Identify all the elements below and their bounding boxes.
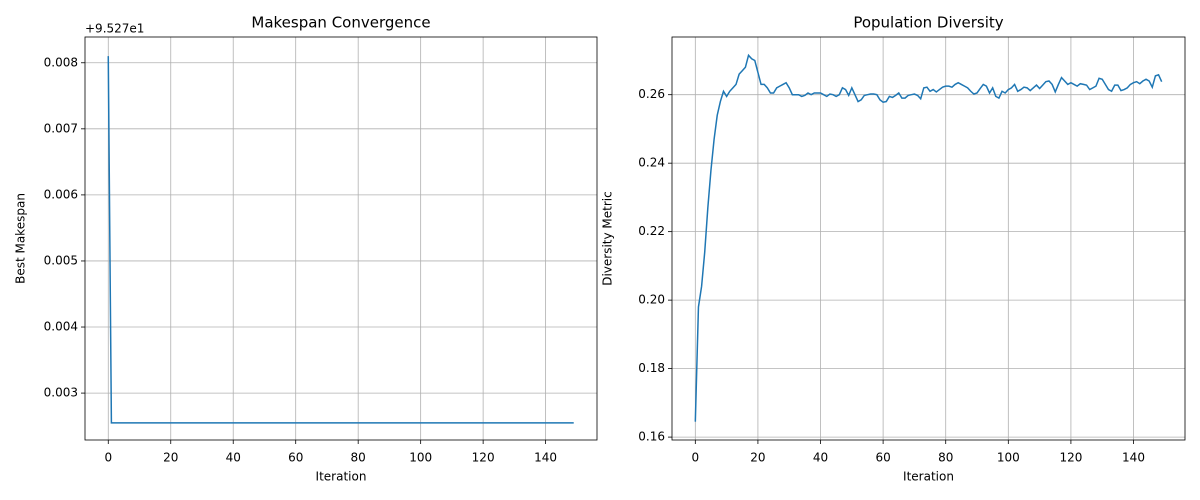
y-axis-label: Diversity Metric: [601, 191, 615, 286]
y-tick-label: 0.007: [44, 121, 78, 135]
x-tick-label: 140: [1122, 451, 1145, 465]
y-tick-label: 0.16: [638, 430, 665, 444]
x-tick-label: 40: [813, 451, 828, 465]
x-tick-label: 60: [875, 451, 890, 465]
x-tick-label: 20: [750, 451, 765, 465]
x-tick-label: 40: [226, 451, 241, 465]
x-tick-label: 80: [938, 451, 953, 465]
x-tick-label: 0: [691, 451, 699, 465]
y-tick-label: 0.005: [44, 253, 78, 267]
y-tick-label: 0.24: [638, 156, 665, 170]
x-tick-label: 80: [351, 451, 366, 465]
y-tick-label: 0.003: [44, 386, 78, 400]
x-tick-label: 20: [163, 451, 178, 465]
plot-frame: [671, 36, 1186, 441]
x-tick-label: 120: [1059, 451, 1082, 465]
x-tick-label: 100: [409, 451, 432, 465]
y-axis-label: Best Makespan: [14, 193, 28, 284]
x-tick-label: 100: [997, 451, 1020, 465]
chart-title: Makespan Convergence: [251, 14, 430, 32]
data-line: [694, 53, 1163, 422]
chart-title: Population Diversity: [853, 14, 1003, 32]
x-axis-label: Iteration: [903, 470, 954, 484]
y-tick-label: 0.26: [638, 87, 665, 101]
y-tick-label: 0.22: [638, 224, 665, 238]
y-tick-label: 0.004: [44, 320, 78, 334]
x-tick-label: 60: [288, 451, 303, 465]
chart-panel: 0 20 40 60 80 100 120 140 0.003 0.004 0.005 0.006 0.…: [14, 14, 598, 484]
axis-offset-label: +9.527e1: [85, 22, 144, 36]
y-tick-label: 0.006: [44, 187, 78, 201]
y-tick-label: 0.20: [638, 293, 665, 307]
data-line: [107, 56, 574, 424]
x-tick-label: 140: [534, 451, 557, 465]
plot-frame: [84, 36, 598, 441]
y-tick-label: 0.18: [638, 361, 665, 375]
y-tick-label: 0.008: [44, 55, 78, 69]
x-axis-label: Iteration: [316, 470, 367, 484]
x-tick-label: 0: [104, 451, 112, 465]
chart-panel: 0 20 40 60 80 100 120 140 0.16 0.18 0.20 0.22 0.24 0.…: [601, 14, 1186, 484]
x-tick-label: 120: [472, 451, 495, 465]
